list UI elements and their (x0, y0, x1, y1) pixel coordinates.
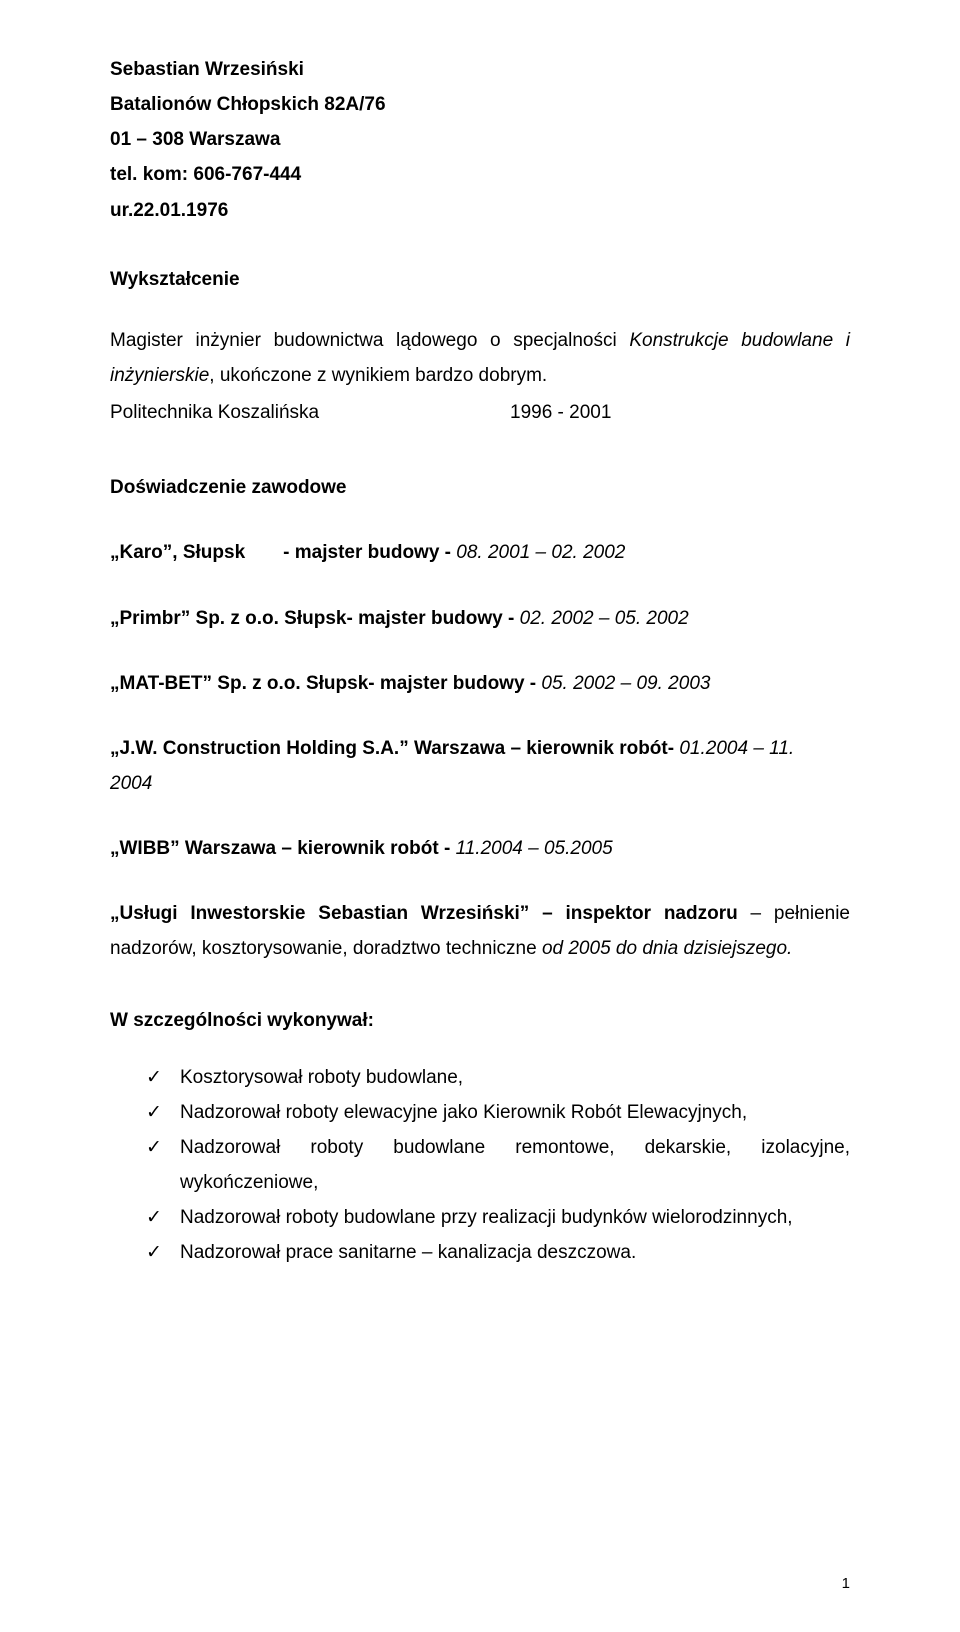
contact-address: Batalionów Chłopskich 82A/76 (110, 87, 850, 122)
exp-wibb-company: „WIBB” Warszawa – kierownik robót - (110, 838, 456, 859)
list-item: Nadzorował roboty budowlane przy realiza… (146, 1200, 850, 1235)
contact-phone: tel. kom: 606-767-444 (110, 157, 850, 192)
education-school-row: Politechnika Koszalińska 1996 - 2001 (110, 395, 850, 430)
exp-primbr-role: - majster budowy - (346, 608, 519, 629)
exp-karo-dates: 08. 2001 – 02. 2002 (456, 542, 625, 563)
exp-jw-dates-b: 2004 (110, 766, 850, 801)
list-item: Nadzorował roboty elewacyjne jako Kierow… (146, 1095, 850, 1130)
list-item: Nadzorował prace sanitarne – kanalizacja… (146, 1235, 850, 1270)
experience-heading: Doświadczenie zawodowe (110, 470, 850, 505)
edu-text-tail: , ukończone z wynikiem bardzo dobrym. (209, 365, 547, 386)
exp-karo: „Karo”, Słupsk - majster budowy - 08. 200… (110, 535, 850, 570)
exp-primbr-company: „Primbr” Sp. z o.o. Słupsk (110, 608, 346, 629)
exp-primbr-dates: 02. 2002 – 05. 2002 (520, 608, 689, 629)
education-description: Magister inżynier budownictwa lądowego o… (110, 323, 850, 393)
exp-jw: „J.W. Construction Holding S.A.” Warszaw… (110, 731, 850, 801)
details-list: Kosztorysował roboty budowlane, Nadzorow… (146, 1060, 850, 1271)
exp-matbet-dates: 05. 2002 – 09. 2003 (541, 673, 710, 694)
contact-birth: ur.22.01.1976 (110, 193, 850, 228)
page: Sebastian Wrzesiński Batalionów Chłopski… (0, 0, 960, 1632)
education-school: Politechnika Koszalińska (110, 395, 510, 430)
contact-block: Sebastian Wrzesiński Batalionów Chłopski… (110, 52, 850, 228)
exp-matbet-role: - majster budowy - (368, 673, 541, 694)
page-number: 1 (842, 1570, 850, 1598)
exp-services-tail-italic: od 2005 do dnia dzisiejszego. (542, 938, 792, 959)
exp-matbet-company: „MAT-BET” Sp. z o.o. Słupsk (110, 673, 368, 694)
exp-wibb: „WIBB” Warszawa – kierownik robót - 11.2… (110, 831, 850, 866)
education-years: 1996 - 2001 (510, 395, 611, 430)
exp-jw-company: „J.W. Construction Holding S.A.” Warszaw… (110, 738, 679, 759)
exp-services: „Usługi Inwestorskie Sebastian Wrzesińsk… (110, 896, 850, 966)
exp-karo-role: - majster budowy - (283, 542, 456, 563)
contact-name: Sebastian Wrzesiński (110, 52, 850, 87)
exp-karo-company: „Karo”, Słupsk (110, 542, 245, 563)
exp-primbr: „Primbr” Sp. z o.o. Słupsk- majster budo… (110, 601, 850, 636)
exp-matbet: „MAT-BET” Sp. z o.o. Słupsk- majster bud… (110, 666, 850, 701)
education-heading: Wykształcenie (110, 262, 850, 297)
exp-services-company: „Usługi Inwestorskie Sebastian Wrzesińsk… (110, 903, 738, 924)
exp-wibb-dates: 11.2004 – 05.2005 (456, 838, 613, 859)
list-item: Kosztorysował roboty budowlane, (146, 1060, 850, 1095)
exp-jw-dates-a: 01.2004 – 11. (679, 738, 794, 759)
contact-city: 01 – 308 Warszawa (110, 122, 850, 157)
details-heading: W szczególności wykonywał: (110, 1003, 850, 1038)
list-item: Nadzorował roboty budowlane remontowe, d… (146, 1130, 850, 1200)
edu-text-plain: Magister inżynier budownictwa lądowego o… (110, 330, 629, 351)
